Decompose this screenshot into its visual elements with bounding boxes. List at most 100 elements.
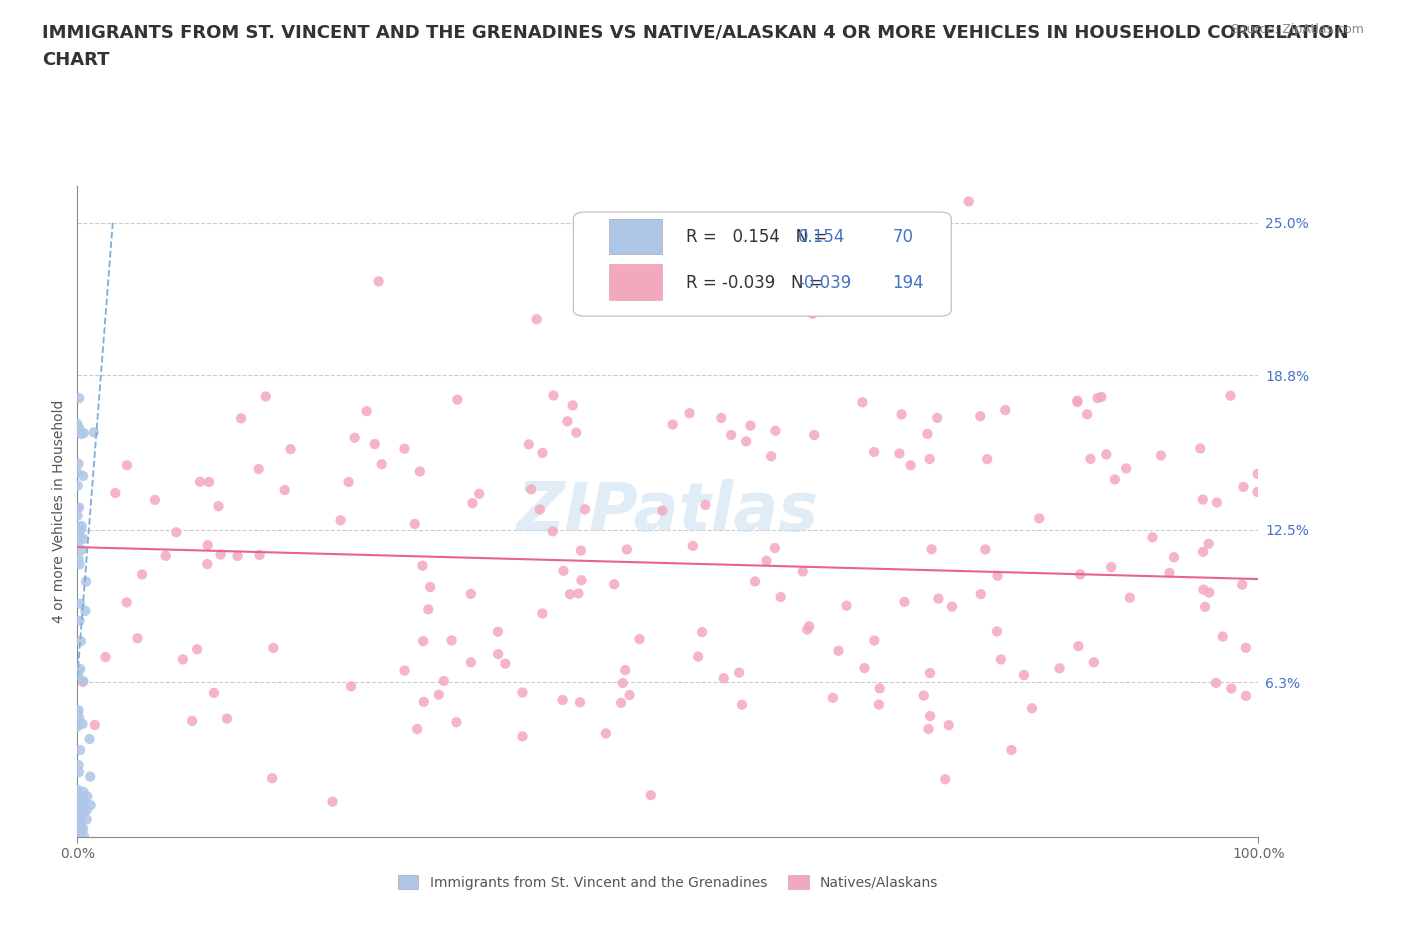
Point [512,685,534,700]
Point [94,650,117,665]
Point [67,818,90,833]
Point [66,706,89,721]
Point [917,722,939,737]
Point [66,478,89,493]
Point [67,814,90,829]
Point [569,695,592,710]
Point [1067,639,1090,654]
Point [893,594,915,609]
Point [796,622,818,637]
Point [460,587,482,602]
Point [735,434,758,449]
Point [520,482,543,497]
Point [356,404,378,418]
Point [918,666,941,681]
Point [917,426,939,441]
Point [79,769,101,784]
Point [713,671,735,685]
Point [969,409,991,424]
Point [610,696,633,711]
Point [863,633,886,648]
Point [73,829,96,844]
Point [83,718,105,733]
Point [419,579,441,594]
Point [66,804,89,819]
Point [1080,451,1102,466]
Point [927,591,949,606]
Point [567,586,589,601]
Point [1234,688,1257,703]
Point [970,587,993,602]
Point [1000,742,1022,757]
Point [494,657,516,671]
Point [67,711,90,725]
Point [990,652,1012,667]
Point [364,436,387,451]
Point [367,274,389,289]
Point [531,445,554,460]
Point [67,703,90,718]
Point [67,391,90,405]
Point [69,614,91,629]
Point [198,474,221,489]
Point [262,771,284,786]
Point [186,642,208,657]
Point [710,410,733,425]
Point [202,685,225,700]
Point [543,388,565,403]
Point [851,395,873,410]
Point [67,787,90,802]
Point [553,564,575,578]
Point [67,758,90,773]
Point [682,538,704,553]
Point [853,660,876,675]
Point [67,519,90,534]
Point [957,194,980,209]
Point [1099,560,1122,575]
Point [468,486,491,501]
Point [678,405,700,420]
Point [1194,600,1216,615]
Point [728,665,751,680]
Point [72,674,94,689]
Point [558,587,581,602]
Point [688,649,710,664]
Point [561,398,583,413]
Point [370,457,392,472]
Point [1104,472,1126,487]
Point [740,418,762,433]
Point [531,606,554,621]
Point [66,536,89,551]
Point [67,457,90,472]
Point [70,519,93,534]
Text: 0.154: 0.154 [797,229,845,246]
Point [76,803,98,817]
Point [690,625,713,640]
Point [1028,511,1050,525]
Point [974,542,997,557]
FancyBboxPatch shape [574,212,952,316]
Point [273,483,295,498]
Point [1087,391,1109,405]
Point [254,389,277,404]
Point [628,631,651,646]
Text: Source: ZipAtlas.com: Source: ZipAtlas.com [1230,23,1364,36]
Point [67,764,90,779]
Point [986,624,1008,639]
Point [918,452,941,467]
Point [76,789,98,804]
Legend: Immigrants from St. Vincent and the Grenadines, Natives/Alaskans: Immigrants from St. Vincent and the Gren… [392,870,943,896]
Point [207,498,229,513]
Point [461,496,484,511]
Point [801,307,824,322]
Point [75,604,97,618]
Point [72,716,94,731]
Point [803,428,825,443]
Point [614,301,637,316]
Point [66,789,89,804]
Point [1021,701,1043,716]
Point [1230,578,1253,592]
Point [249,548,271,563]
Text: -0.039: -0.039 [797,273,851,292]
Point [70,800,93,815]
